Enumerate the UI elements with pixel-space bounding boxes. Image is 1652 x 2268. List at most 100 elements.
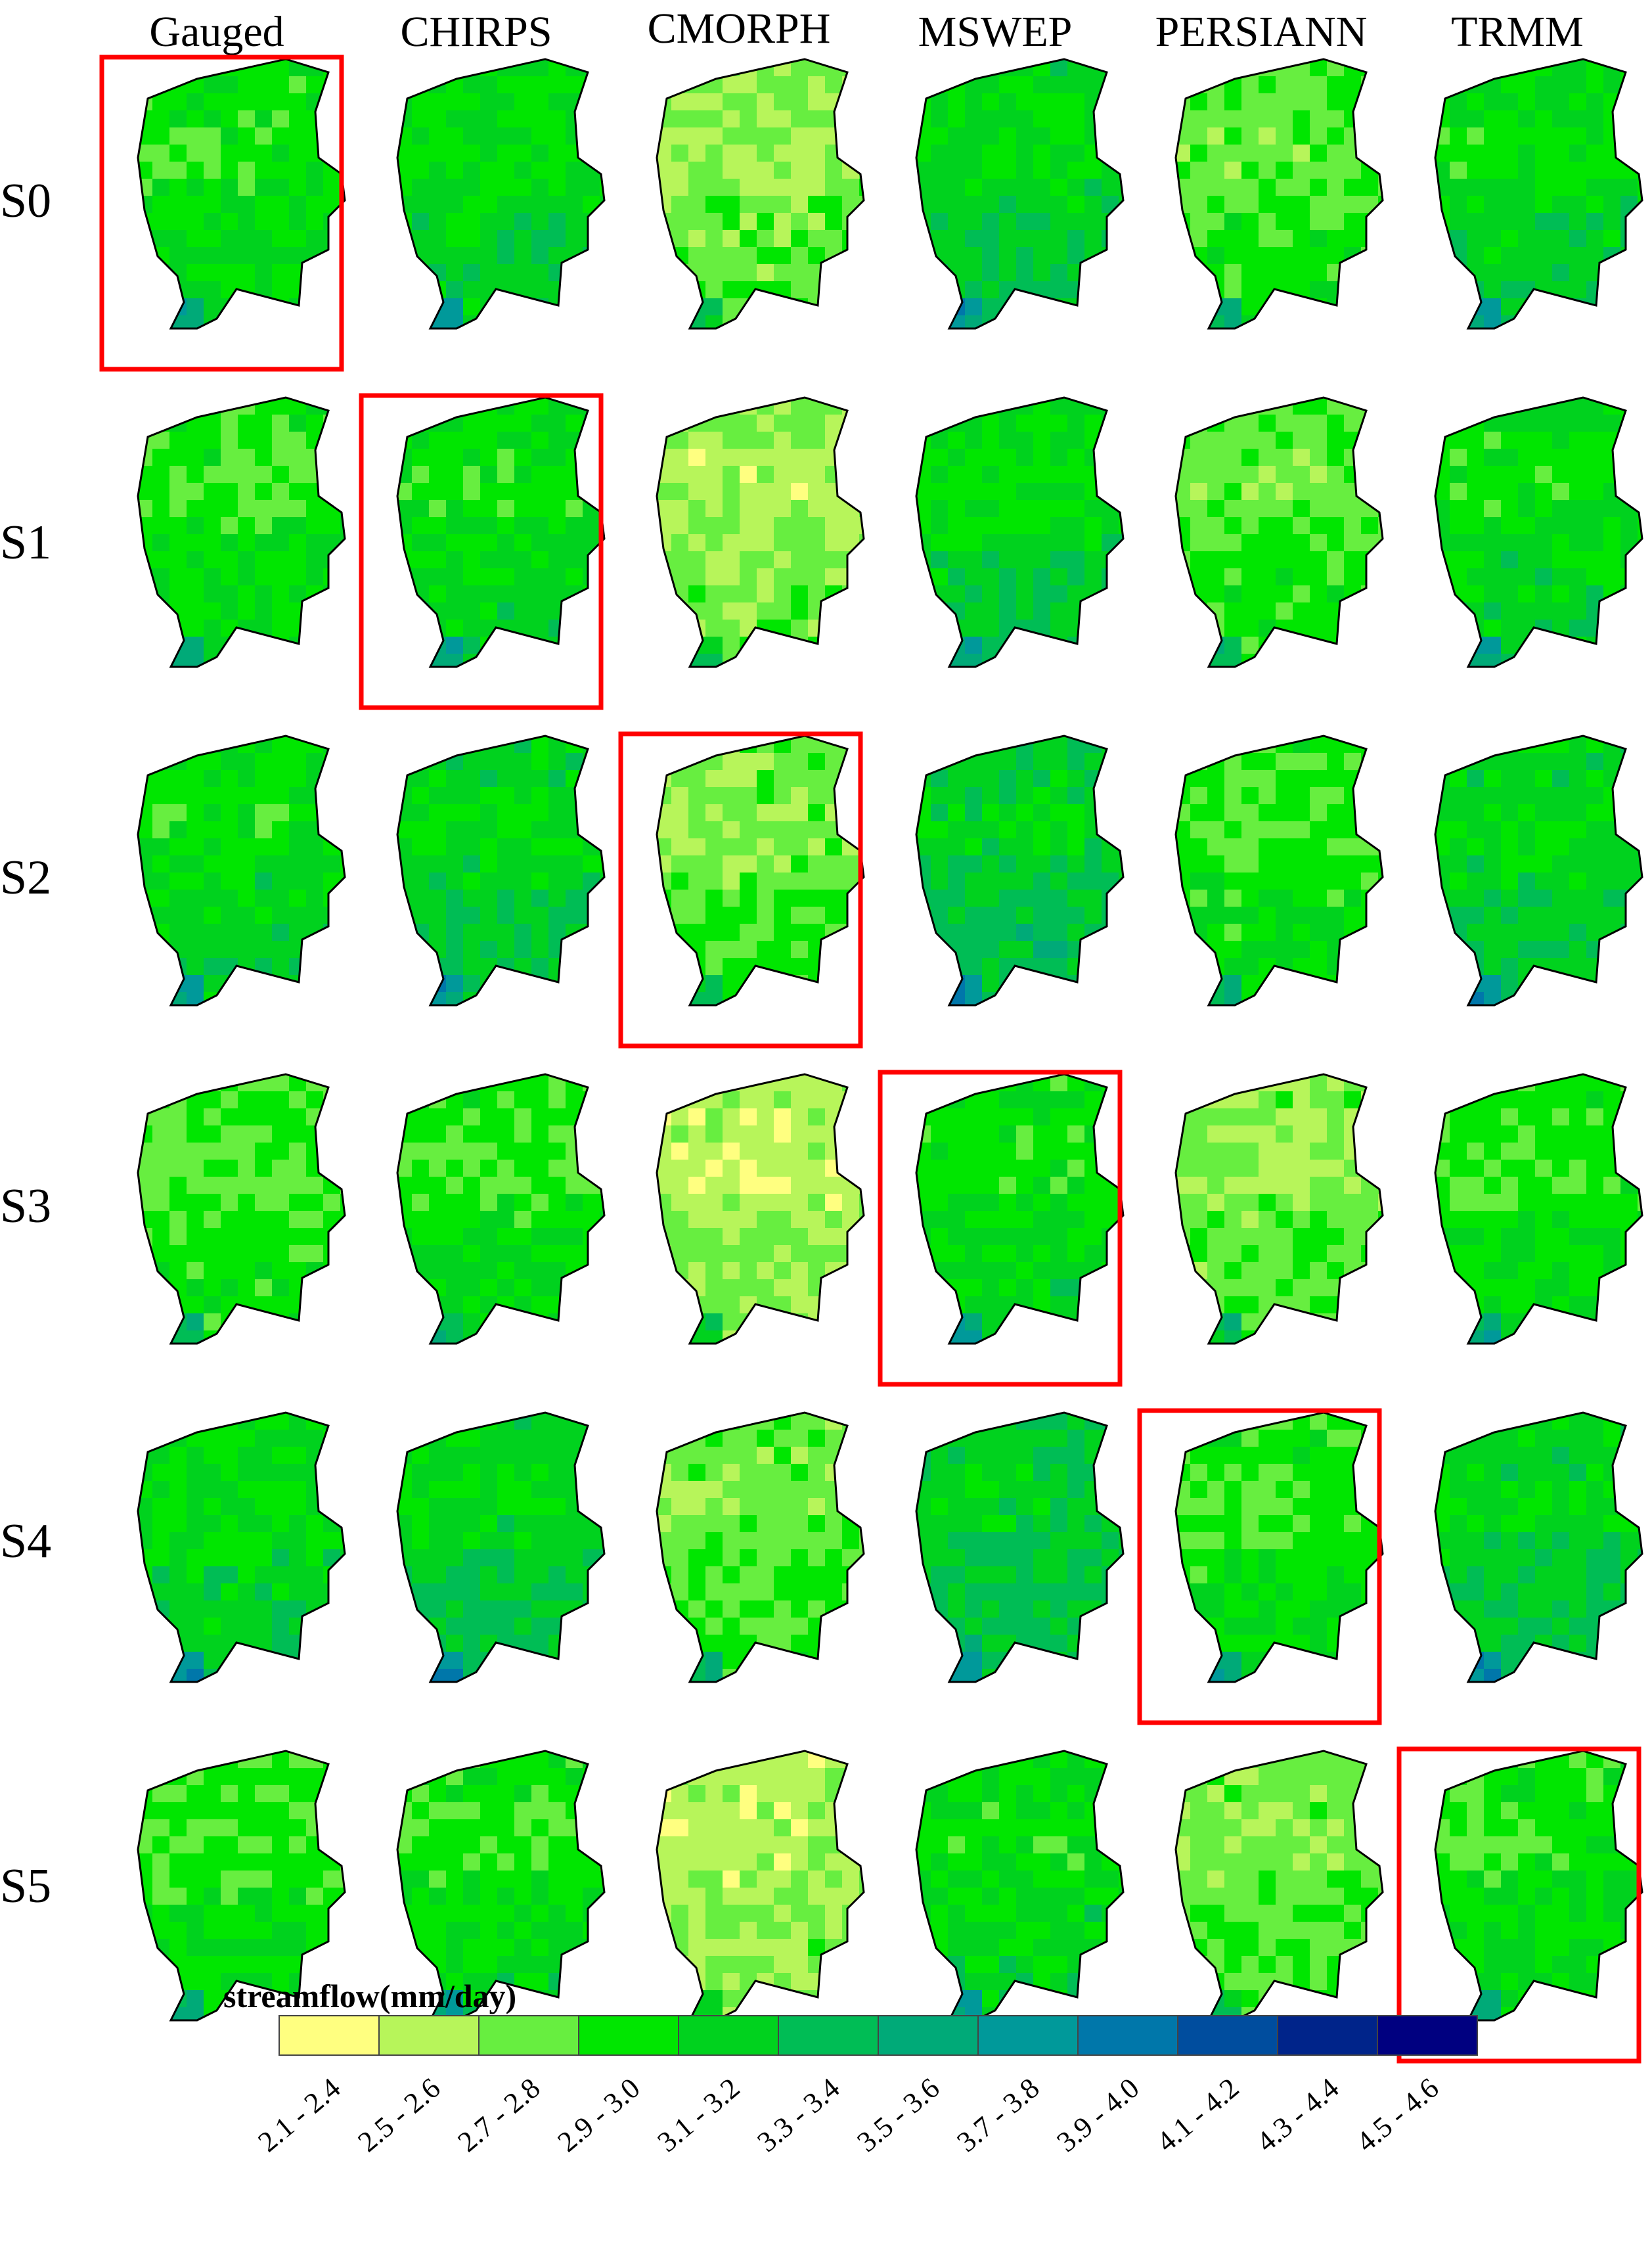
map-panel-persiann-s3 (1174, 1073, 1384, 1345)
grid-cell (566, 196, 583, 214)
grid-cell (1102, 110, 1119, 128)
grid-cell (152, 466, 170, 484)
grid-cell (463, 787, 481, 805)
grid-cell (1552, 264, 1570, 282)
grid-cell (118, 1245, 136, 1263)
grid-cell (272, 281, 290, 299)
grid-cell (1569, 230, 1587, 248)
grid-cell (1361, 397, 1379, 415)
grid-cell (463, 76, 481, 94)
grid-cell (1033, 500, 1051, 518)
grid-cell (1484, 247, 1502, 265)
grid-cell (637, 992, 655, 1010)
grid-cell (1190, 992, 1208, 1005)
grid-cell (221, 1143, 238, 1160)
grid-cell (1119, 821, 1123, 839)
grid-cell (842, 93, 860, 111)
grid-cell (931, 654, 949, 667)
grid-cell (897, 1279, 914, 1297)
grid-cell (397, 1262, 413, 1280)
grid-cell (1310, 230, 1328, 248)
grid-cell (1416, 76, 1433, 94)
grid-cell (688, 551, 706, 569)
grid-cell (446, 213, 464, 231)
grid-cell (1241, 821, 1259, 839)
grid-cell (152, 213, 170, 231)
grid-cell (657, 1279, 672, 1297)
grid-cell (566, 315, 583, 329)
grid-cell (723, 264, 740, 282)
column-title-gauged: Gauged (149, 8, 284, 56)
grid-cell (1638, 873, 1642, 890)
grid-cell (774, 264, 792, 282)
grid-cell (221, 1228, 238, 1246)
grid-cell (463, 1091, 481, 1109)
grid-cell (204, 110, 221, 128)
grid-cell (514, 1245, 532, 1263)
grid-cell (323, 924, 341, 941)
grid-cell (306, 890, 324, 907)
grid-cell (740, 821, 757, 839)
grid-cell (1501, 873, 1519, 890)
grid-cell (272, 654, 290, 667)
grid-cell (1310, 620, 1328, 637)
grid-cell (1416, 179, 1433, 196)
grid-cell (1190, 179, 1208, 196)
grid-cell (497, 264, 515, 282)
grid-cell (1344, 975, 1362, 993)
grid-cell (1378, 196, 1383, 214)
grid-cell (931, 213, 949, 231)
grid-cell (791, 924, 809, 941)
grid-cell (463, 500, 481, 518)
grid-cell (1119, 602, 1123, 620)
grid-cell (1119, 654, 1123, 667)
grid-cell (1119, 264, 1123, 282)
grid-cell (1207, 281, 1225, 299)
grid-cell (842, 196, 860, 214)
grid-cell (169, 924, 187, 941)
grid-cell (1552, 907, 1570, 924)
grid-cell (1119, 753, 1123, 771)
grid-cell (272, 264, 290, 282)
grid-cell (688, 1160, 706, 1177)
grid-cell (757, 1160, 774, 1177)
grid-cell (757, 466, 774, 484)
grid-cell (1378, 127, 1383, 145)
grid-cell (723, 517, 740, 535)
grid-cell (152, 1313, 170, 1331)
grid-cell (397, 804, 413, 822)
grid-cell (238, 568, 256, 586)
grid-cell (272, 585, 290, 603)
grid-cell (1450, 787, 1467, 805)
grid-cell (1518, 145, 1536, 162)
grid-cell (378, 264, 395, 282)
grid-cell (774, 1211, 792, 1229)
grid-cell (657, 602, 672, 620)
grid-cell (1638, 483, 1642, 501)
grid-cell (289, 483, 307, 501)
grid-cell (1501, 415, 1519, 432)
grid-cell (723, 162, 740, 179)
grid-cell (982, 281, 1000, 299)
grid-cell (412, 1143, 430, 1160)
grid-cell (1435, 264, 1450, 282)
grid-cell (982, 247, 1000, 265)
grid-cell (566, 975, 583, 993)
grid-cell (657, 93, 672, 111)
grid-cell (1518, 162, 1536, 179)
grid-cell (169, 1194, 187, 1212)
grid-cell (463, 1313, 481, 1331)
grid-cell (982, 1313, 1000, 1331)
grid-cell (757, 890, 774, 907)
grid-cell (1176, 753, 1191, 771)
grid-cell (531, 1091, 549, 1109)
grid-cell (723, 602, 740, 620)
grid-cell (255, 127, 273, 145)
grid-cell (965, 449, 983, 466)
grid-cell (514, 551, 532, 569)
grid-cell (1620, 483, 1638, 501)
grid-cell (1293, 179, 1310, 196)
grid-cell (808, 637, 826, 654)
grid-cell (637, 127, 655, 145)
grid-cell (272, 568, 290, 586)
